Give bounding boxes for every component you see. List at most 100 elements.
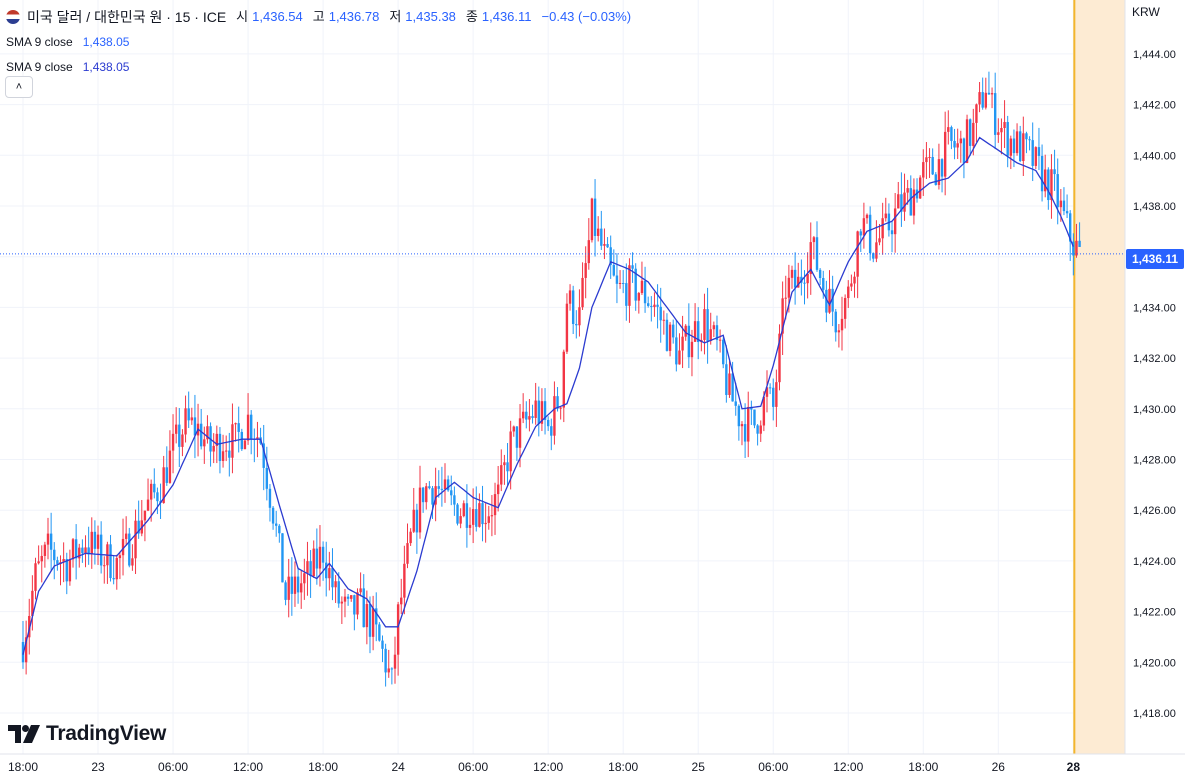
candle-body (478, 503, 481, 527)
candle-body (575, 324, 578, 326)
candle-body (153, 483, 156, 493)
candle-body (518, 418, 522, 448)
candle-body (112, 578, 115, 580)
candle-body (978, 92, 981, 105)
candle-body (90, 531, 93, 555)
candle-body (396, 604, 400, 655)
candle-body (778, 333, 781, 383)
candle-body (81, 547, 84, 554)
candle-body (521, 411, 525, 419)
candle-body (540, 401, 544, 424)
candle-body (831, 288, 834, 312)
candle-body (71, 539, 75, 560)
candle-body (878, 238, 881, 243)
candle-body (262, 443, 265, 468)
session-highlight (1074, 0, 1125, 754)
candle-body (928, 156, 931, 158)
candle-body (672, 324, 675, 338)
x-tick-label: 12:00 (233, 760, 263, 774)
candle-body (96, 534, 100, 549)
candle-body (496, 484, 500, 495)
candle-body (1028, 139, 1031, 141)
x-tick-label: 18:00 (8, 760, 38, 774)
candle-body (275, 523, 278, 526)
candle-body (487, 516, 490, 523)
candle-body (321, 546, 325, 563)
candle-body (1065, 211, 1069, 214)
candle-body (393, 654, 397, 669)
candle-body (284, 582, 287, 600)
candle-body (997, 132, 1000, 135)
candle-body (815, 237, 819, 270)
candle-body (975, 104, 978, 123)
candle-body (171, 433, 175, 451)
candle-body (381, 640, 384, 649)
candle-body (178, 424, 181, 447)
candle-body (365, 604, 369, 628)
x-tick-label: 12:00 (833, 760, 863, 774)
candle-body (356, 592, 359, 615)
us-flag-icon (6, 9, 20, 24)
candle-body (318, 546, 322, 569)
candle-body (637, 293, 641, 301)
candle-body (812, 237, 816, 243)
x-tick-label: 28 (1067, 760, 1081, 774)
price-axis[interactable]: 1,418.00 1,420.00 1,422.00 1,424.00 1,426.00… (1133, 49, 1176, 720)
candle-body (328, 568, 331, 579)
candle-body (956, 143, 959, 148)
candle-body (340, 601, 344, 604)
y-tick-label: 1,430.00 (1133, 404, 1176, 416)
candle-body (687, 325, 691, 358)
candle-body (893, 208, 897, 235)
candle-body (128, 533, 131, 566)
candle-body (875, 242, 878, 259)
candle-body (828, 288, 831, 313)
candle-body (271, 507, 275, 524)
candle-body (500, 465, 503, 485)
indicator-row-1[interactable]: SMA 9 close 1,438.05 (6, 29, 631, 54)
x-tick-label: 18:00 (908, 760, 938, 774)
candle-body (531, 416, 534, 418)
tradingview-logo[interactable]: TradingView (8, 722, 166, 746)
candle-body (534, 400, 537, 418)
time-axis[interactable]: 18:00 23 06:00 12:00 18:00 24 06:00 12:00 18:00 2… (8, 760, 1080, 774)
y-tick-label: 1,434.00 (1133, 302, 1176, 314)
candle-body (847, 286, 850, 299)
candle-body (440, 488, 444, 490)
candle-body (1037, 147, 1041, 156)
candle-body (925, 157, 928, 163)
candle-body (743, 424, 747, 442)
candle-body (390, 668, 394, 670)
candle-body (165, 467, 168, 483)
candle-body (53, 549, 56, 561)
currency-unit-label[interactable]: KRW (1126, 0, 1185, 24)
grid-lines (0, 0, 1124, 754)
candle-body (434, 486, 437, 505)
indicator-row-2[interactable]: SMA 9 close 1,438.05 (6, 54, 631, 79)
symbol-title[interactable]: 미국 달러 / 대한민국 원 · 15 · ICE (27, 8, 227, 25)
candle-body (343, 596, 347, 602)
candle-body (300, 583, 303, 593)
price-axis-bg (1125, 0, 1185, 778)
candle-body (890, 230, 894, 235)
candle-body (1047, 169, 1050, 201)
candle-body (337, 581, 340, 604)
candle-body (550, 426, 553, 436)
candle-body (203, 439, 206, 447)
candle-body (303, 573, 306, 584)
candle-body (459, 516, 462, 524)
collapse-legend-button[interactable]: ˄ (5, 76, 33, 98)
candle-body (525, 411, 528, 420)
candle-body (618, 282, 622, 284)
candle-body (571, 290, 575, 325)
candle-body (643, 280, 647, 304)
candle-body (881, 218, 884, 239)
candle-body (403, 563, 406, 598)
indicator-value: 1,438.05 (82, 59, 130, 74)
candle-body (1025, 133, 1028, 140)
candle-body (868, 214, 872, 254)
candle-body (615, 275, 619, 284)
candle-body (1044, 169, 1047, 192)
candle-body (237, 423, 240, 432)
